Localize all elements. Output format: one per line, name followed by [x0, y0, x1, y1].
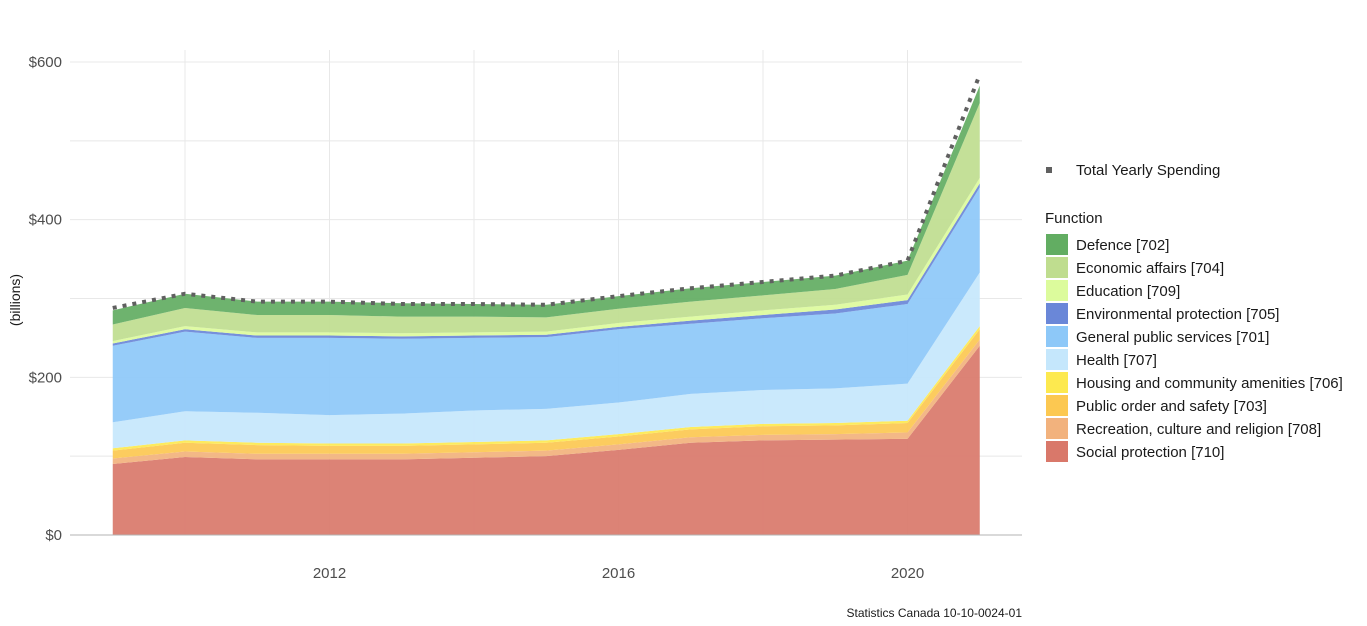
legend-label: Education [709] [1076, 283, 1180, 300]
stacked-areas [112, 85, 980, 535]
x-tick-label: 2012 [313, 565, 346, 582]
x-axis-ticks: 2012 2016 2020 [313, 565, 924, 582]
legend-label: Recreation, culture and religion [708] [1076, 421, 1321, 438]
area-social-protection-710 [112, 345, 980, 535]
legend-label: Defence [702] [1076, 237, 1169, 254]
y-axis-ticks: $0 $200 $400 $600 [29, 54, 62, 544]
total-yearly-spending-line [112, 73, 982, 310]
x-tick-label: 2020 [891, 565, 924, 582]
legend: Total Yearly Spending Function Defence [… [1045, 162, 1343, 462]
legend-label: General public services [701] [1076, 329, 1269, 346]
legend-swatch [1046, 418, 1068, 439]
y-tick-label: $0 [45, 527, 62, 544]
area-economic-affairs-704 [112, 102, 980, 342]
x-tick-label: 2016 [602, 565, 635, 582]
legend-label: Housing and community amenities [706] [1076, 375, 1343, 392]
legend-items: Defence [702] Economic affairs [704] Educa… [1046, 234, 1343, 462]
y-tick-label: $600 [29, 54, 62, 71]
legend-swatch [1046, 303, 1068, 324]
legend-title: Function [1045, 210, 1103, 227]
legend-swatch [1046, 441, 1068, 462]
legend-label: Environmental protection [705] [1076, 306, 1279, 323]
y-axis-label: (billions) [7, 274, 23, 326]
legend-swatch [1046, 349, 1068, 370]
legend-total-marker [1046, 167, 1052, 173]
legend-label: Social protection [710] [1076, 444, 1224, 461]
legend-label: Economic affairs [704] [1076, 260, 1224, 277]
caption: Statistics Canada 10-10-0024-01 [847, 606, 1023, 620]
legend-swatch [1046, 280, 1068, 301]
legend-swatch [1046, 395, 1068, 416]
y-tick-label: $200 [29, 369, 62, 386]
legend-label: Public order and safety [703] [1076, 398, 1267, 415]
legend-swatch [1046, 372, 1068, 393]
y-tick-label: $400 [29, 212, 62, 229]
legend-total-label: Total Yearly Spending [1076, 162, 1220, 179]
area-general-public-services-701 [112, 187, 980, 423]
total-line [112, 73, 982, 310]
legend-swatch [1046, 257, 1068, 278]
legend-label: Health [707] [1076, 352, 1157, 369]
area-defence-702 [112, 85, 980, 325]
legend-swatch [1046, 234, 1068, 255]
legend-swatch [1046, 326, 1068, 347]
area-health-707 [112, 272, 980, 449]
